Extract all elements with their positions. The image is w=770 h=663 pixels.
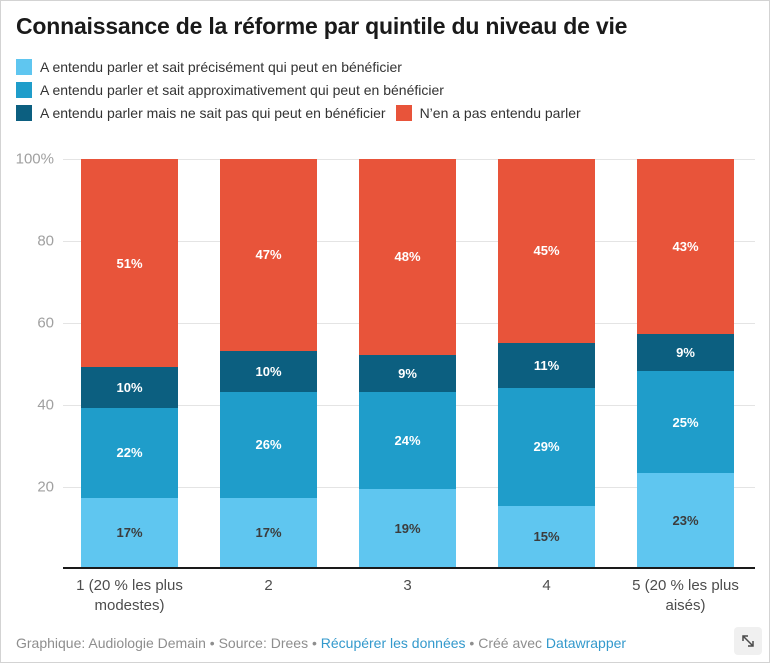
- plot-area: 100% 80 60 40 20 17% 22% 10% 51% 1 (20 % les plus…: [16, 151, 755, 614]
- x-axis-label: 5 (20 % les plus aisés): [632, 577, 739, 615]
- legend-label: A entendu parler et sait approximativeme…: [40, 82, 444, 98]
- footer-source: Source: Drees: [218, 635, 309, 651]
- bar-value-label: 47%: [255, 247, 282, 263]
- x-axis-label: 4: [542, 577, 551, 594]
- get-the-data-link[interactable]: Récupérer les données: [320, 635, 466, 651]
- bar-segment[interactable]: 10%: [81, 367, 178, 408]
- bar-value-label: 43%: [672, 239, 699, 255]
- y-axis-tick-label: 80: [37, 232, 54, 250]
- legend-label: N’en a pas entendu parler: [419, 105, 581, 121]
- bar-value-label: 26%: [255, 437, 282, 453]
- legend-label: A entendu parler mais ne sait pas qui pe…: [40, 105, 386, 121]
- legend-item: N’en a pas entendu parler: [395, 105, 581, 121]
- legend-item: A entendu parler et sait précisément qui…: [16, 59, 402, 75]
- footer-separator: •: [205, 635, 219, 651]
- legend-label: A entendu parler et sait précisément qui…: [40, 59, 402, 75]
- legend-item: A entendu parler et sait approximativeme…: [16, 82, 444, 98]
- bar-segment[interactable]: 19%: [359, 489, 456, 567]
- bar-segment[interactable]: 17%: [220, 497, 317, 567]
- bar-value-label: 17%: [255, 524, 282, 540]
- bar-value-label: 17%: [116, 524, 143, 540]
- bar-segment[interactable]: 26%: [220, 391, 317, 498]
- bar-segment[interactable]: 45%: [498, 159, 595, 343]
- legend-swatch: [16, 82, 32, 98]
- bar-segment[interactable]: 9%: [359, 354, 456, 392]
- y-axis-tick-label: 60: [37, 314, 54, 332]
- footer-separator: •: [465, 635, 479, 651]
- bar-value-label: 29%: [533, 439, 560, 455]
- bar-segment[interactable]: 23%: [637, 473, 734, 567]
- footer-byline: Graphique: Audiologie Demain: [16, 635, 206, 651]
- bar-segment[interactable]: 17%: [81, 497, 178, 567]
- x-axis-label: 1 (20 % les plus modestes): [76, 577, 183, 615]
- bar-segment[interactable]: 51%: [81, 159, 178, 368]
- bar-value-label: 10%: [255, 363, 282, 379]
- legend-row: A entendu parler mais ne sait pas qui pe…: [16, 105, 581, 121]
- page-title: Connaissance de la réforme par quintile …: [16, 13, 628, 39]
- bar-value-label: 24%: [394, 433, 421, 449]
- footer-separator: •: [308, 635, 321, 651]
- bar-value-label: 23%: [672, 512, 699, 528]
- x-axis-label: 3: [403, 577, 412, 594]
- footer: Graphique: Audiologie Demain • Source: D…: [16, 635, 626, 651]
- y-axis-tick-label: 100%: [15, 150, 54, 168]
- bar-segment[interactable]: 43%: [637, 159, 734, 335]
- legend: A entendu parler et sait précisément qui…: [16, 59, 581, 121]
- legend-row: A entendu parler et sait précisément qui…: [16, 59, 581, 75]
- bar-segment[interactable]: 48%: [359, 159, 456, 355]
- bar-value-label: 11%: [533, 357, 560, 373]
- bar-value-label: 45%: [533, 243, 560, 259]
- bar-quintile-4: 15% 29% 11% 45%: [498, 159, 595, 567]
- expand-button[interactable]: [734, 627, 762, 655]
- bar-segment[interactable]: 47%: [220, 159, 317, 351]
- bar-value-label: 15%: [533, 528, 560, 544]
- bar-value-label: 9%: [676, 345, 695, 361]
- expand-diagonal-arrow-icon: [740, 633, 756, 649]
- bar-quintile-1: 17% 22% 10% 51%: [81, 159, 178, 567]
- legend-swatch: [16, 59, 32, 75]
- bar-segment[interactable]: 24%: [359, 391, 456, 490]
- x-axis-label: 2: [264, 577, 273, 594]
- y-axis-tick-label: 40: [37, 396, 54, 414]
- bar-value-label: 9%: [398, 365, 417, 381]
- legend-swatch: [16, 105, 32, 121]
- bar-quintile-2: 17% 26% 10% 47%: [220, 159, 317, 567]
- bar-value-label: 22%: [116, 445, 143, 461]
- bar-value-label: 10%: [116, 379, 143, 395]
- footer-created-with: Créé avec: [478, 635, 546, 651]
- y-axis-tick-label: 20: [37, 478, 54, 496]
- bar-value-label: 48%: [394, 249, 421, 265]
- bar-quintile-5: 23% 25% 9% 43%: [637, 159, 734, 567]
- bar-segment[interactable]: 11%: [498, 342, 595, 388]
- bar-value-label: 19%: [394, 520, 421, 536]
- bar-segment[interactable]: 22%: [81, 407, 178, 498]
- bar-quintile-3: 19% 24% 9% 48%: [359, 159, 456, 567]
- bar-value-label: 25%: [672, 414, 699, 430]
- bar-segment[interactable]: 9%: [637, 334, 734, 372]
- legend-swatch: [395, 105, 412, 121]
- bar-segment[interactable]: 10%: [220, 350, 317, 392]
- bar-segment[interactable]: 29%: [498, 387, 595, 506]
- datawrapper-link[interactable]: Datawrapper: [545, 635, 627, 651]
- bar-segment[interactable]: 25%: [637, 371, 734, 474]
- legend-item: A entendu parler mais ne sait pas qui pe…: [16, 105, 386, 121]
- bar-value-label: 51%: [116, 255, 143, 271]
- legend-row: A entendu parler et sait approximativeme…: [16, 82, 581, 98]
- bar-segment[interactable]: 15%: [498, 505, 595, 567]
